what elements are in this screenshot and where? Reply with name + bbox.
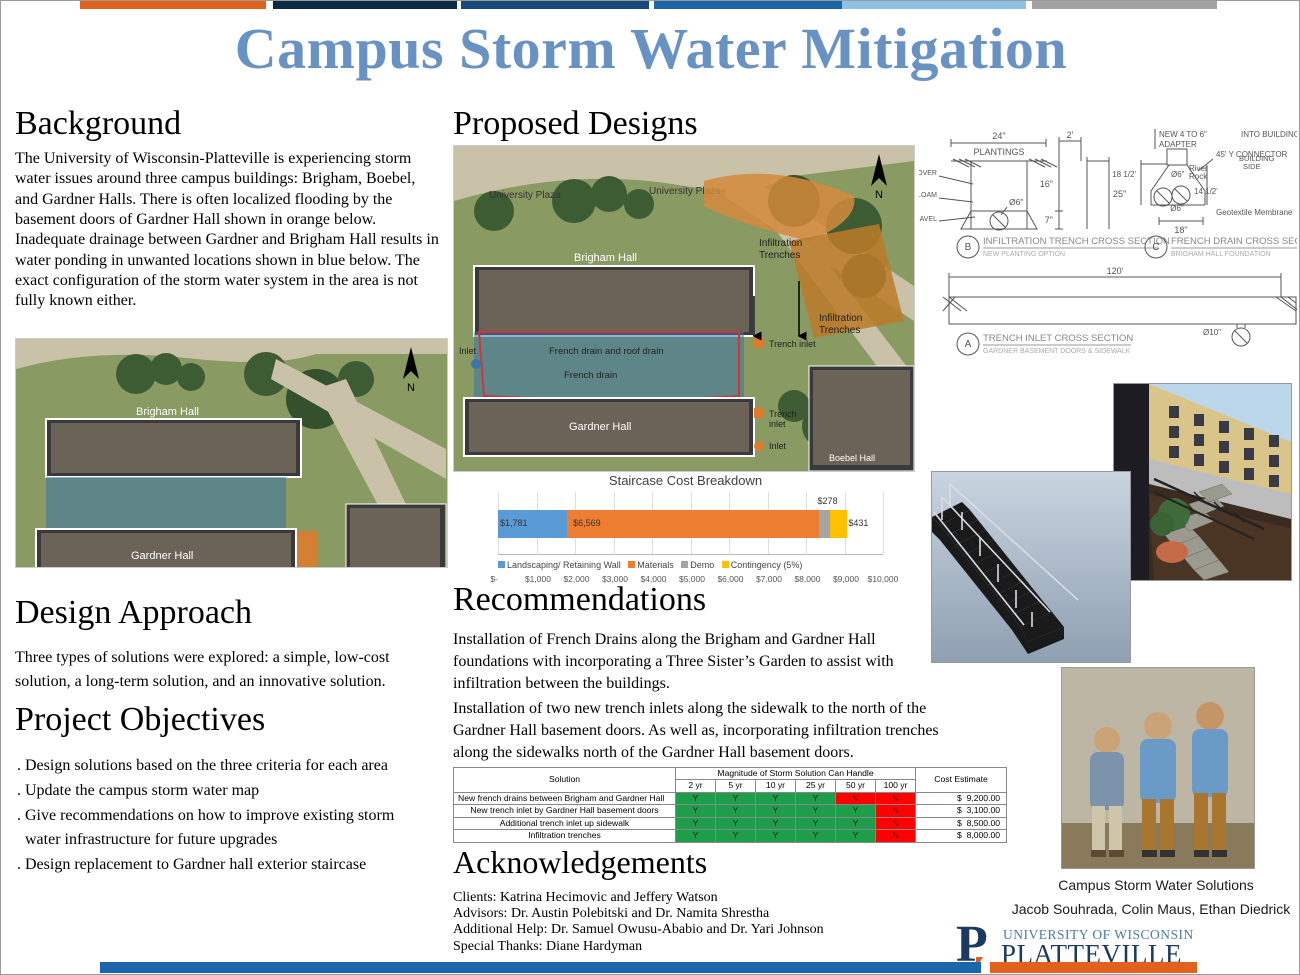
svg-text:INTO BUILDING: INTO BUILDING xyxy=(1241,130,1297,139)
svg-text:Gardner Hall: Gardner Hall xyxy=(131,550,193,562)
svg-text:Inlet: Inlet xyxy=(769,441,787,451)
svg-text:Ø6": Ø6" xyxy=(1170,204,1184,213)
svg-text:GARDNER BASEMENT DOORS & SIDEW: GARDNER BASEMENT DOORS & SIDEWALK xyxy=(983,348,1131,355)
svg-text:GRAVEL: GRAVEL xyxy=(919,216,937,223)
svg-text:C: C xyxy=(1152,242,1159,253)
svg-text:18 1/2': 18 1/2' xyxy=(1112,170,1136,179)
svg-text:COVER: COVER xyxy=(919,170,937,177)
svg-text:14 1/2': 14 1/2' xyxy=(1194,187,1218,196)
svg-text:ADAPTER: ADAPTER xyxy=(1159,140,1197,149)
svg-text:Trench inlet: Trench inlet xyxy=(769,339,816,349)
svg-text:inlet: inlet xyxy=(769,419,786,429)
svg-text:Infiltration: Infiltration xyxy=(819,313,862,324)
svg-text:N: N xyxy=(407,382,415,394)
svg-text:2': 2' xyxy=(1067,130,1074,140)
svg-text:18": 18" xyxy=(1174,225,1187,235)
svg-text:Rock: Rock xyxy=(1189,172,1208,181)
svg-text:A: A xyxy=(965,339,972,350)
svg-text:N: N xyxy=(875,189,883,201)
svg-text:7": 7" xyxy=(1045,215,1053,225)
svg-text:Trenches: Trenches xyxy=(759,250,800,261)
svg-text:Ø10": Ø10" xyxy=(1203,328,1221,337)
svg-text:PLANTINGS: PLANTINGS xyxy=(973,147,1024,157)
svg-text:Inlet: Inlet xyxy=(459,346,477,356)
svg-text:Boebel Hall: Boebel Hall xyxy=(829,453,875,463)
svg-text:INFILTRATION TRENCH CROSS SECT: INFILTRATION TRENCH CROSS SECTION xyxy=(983,236,1170,247)
svg-text:16": 16" xyxy=(1040,179,1053,189)
svg-text:BRIGHAM HALL FOUNDATION: BRIGHAM HALL FOUNDATION xyxy=(1171,251,1271,258)
svg-text:NEW 4 TO 6": NEW 4 TO 6" xyxy=(1159,130,1207,139)
svg-text:25": 25" xyxy=(1113,189,1126,199)
svg-text:Geotextile Membrane: Geotextile Membrane xyxy=(1216,208,1293,217)
svg-text:Trenches: Trenches xyxy=(819,325,860,336)
svg-text:FRENCH DRAIN CROSS SECTION: FRENCH DRAIN CROSS SECTION xyxy=(1171,236,1297,247)
svg-text:NEW PLANTING OPTION: NEW PLANTING OPTION xyxy=(983,251,1065,258)
svg-text:120': 120' xyxy=(1107,266,1124,276)
svg-text:Trench: Trench xyxy=(769,409,797,419)
svg-text:SIDE: SIDE xyxy=(1243,162,1261,171)
svg-text:French drain and roof drain: French drain and roof drain xyxy=(549,346,664,357)
svg-text:University Plaza: University Plaza xyxy=(489,190,561,201)
svg-text:Gardner Hall: Gardner Hall xyxy=(569,421,631,433)
svg-text:Ø6": Ø6" xyxy=(1171,170,1185,179)
svg-text:Infiltration: Infiltration xyxy=(759,238,802,249)
svg-text:Brigham Hall: Brigham Hall xyxy=(574,252,637,264)
svg-text:SAND LOAM: SAND LOAM xyxy=(919,192,937,199)
svg-text:24": 24" xyxy=(992,131,1005,141)
svg-text:Brigham Hall: Brigham Hall xyxy=(136,406,199,418)
svg-text:TRENCH INLET CROSS SECTION: TRENCH INLET CROSS SECTION xyxy=(983,333,1133,344)
svg-text:Ø6": Ø6" xyxy=(1009,197,1023,207)
svg-text:French drain: French drain xyxy=(564,370,617,381)
svg-text:B: B xyxy=(965,242,972,253)
